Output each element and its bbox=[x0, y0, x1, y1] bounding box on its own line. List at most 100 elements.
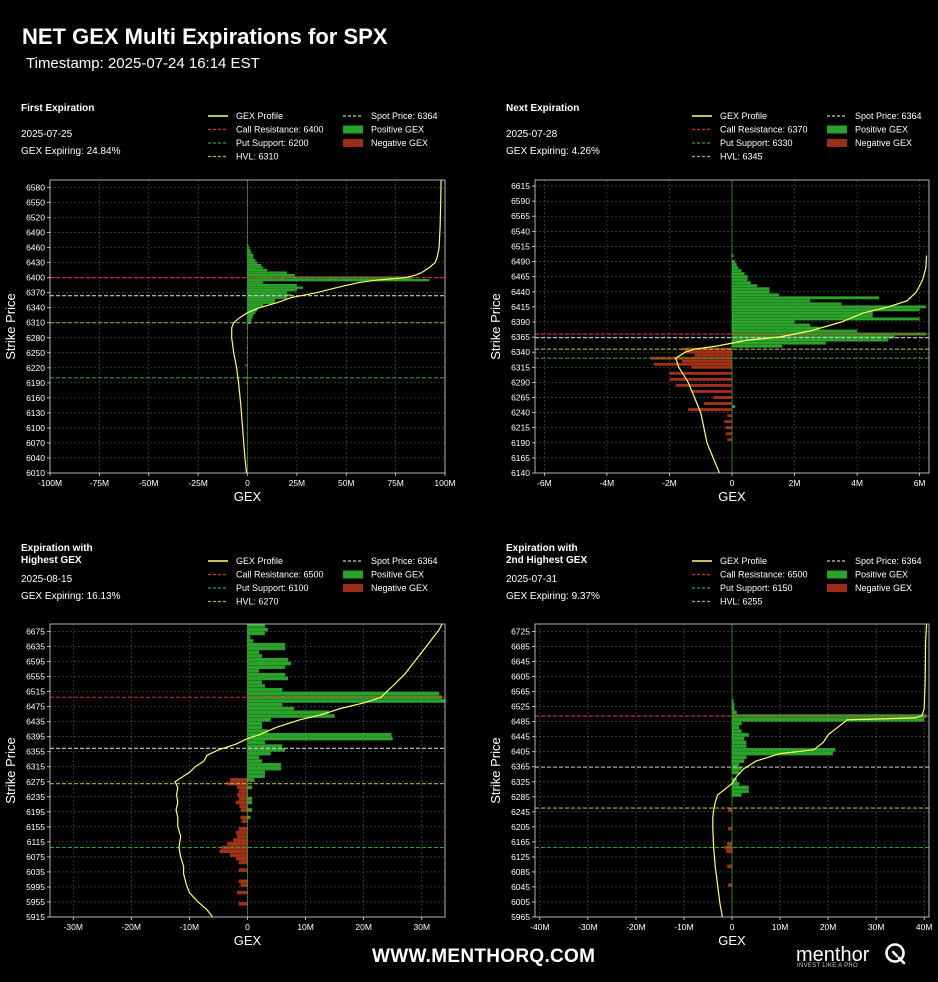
positive-gex-bar bbox=[732, 770, 740, 775]
legend-label: Put Support: 6330 bbox=[720, 138, 793, 148]
legend-call-resistance: Call Resistance: 6500 bbox=[208, 570, 324, 580]
negative-gex-bar bbox=[230, 778, 248, 782]
legend-positive-gex: Positive GEX bbox=[343, 570, 424, 580]
legend-swatch bbox=[827, 139, 847, 147]
positive-gex-bar bbox=[247, 774, 265, 778]
y-tick-label: 6355 bbox=[26, 747, 45, 757]
negative-gex-bar bbox=[669, 377, 732, 381]
positive-gex-bar bbox=[247, 785, 253, 790]
y-tick-label: 6550 bbox=[26, 198, 45, 208]
chart-panel-3: -40M -30M -20M -10M 0 10M 20M 30M 40M 5965 6005 604… bbox=[488, 556, 932, 948]
y-tick-label: 6415 bbox=[511, 302, 530, 312]
positive-gex-bar bbox=[247, 631, 265, 636]
legend-label: GEX Profile bbox=[720, 111, 767, 121]
legend-gex-profile: GEX Profile bbox=[208, 111, 283, 121]
x-tick-label: -25M bbox=[188, 478, 207, 488]
y-tick-label: 6275 bbox=[26, 777, 45, 787]
positive-gex-bar bbox=[732, 299, 811, 303]
legend-label: Put Support: 6200 bbox=[236, 138, 309, 148]
y-axis-label: Strike Price bbox=[488, 737, 503, 803]
positive-gex-bar bbox=[247, 256, 254, 259]
y-tick-label: 6475 bbox=[26, 702, 45, 712]
positive-gex-bar bbox=[732, 759, 745, 763]
positive-gex-bar bbox=[247, 627, 268, 632]
negative-gex-bar bbox=[728, 808, 732, 812]
y-tick-label: 6490 bbox=[511, 257, 530, 267]
negative-gex-bar bbox=[246, 351, 248, 354]
x-tick-label: 0 bbox=[730, 922, 735, 932]
legend-negative-gex: Negative GEX bbox=[343, 583, 428, 593]
negative-gex-bar bbox=[725, 432, 732, 436]
positive-gex-bar bbox=[732, 744, 747, 748]
panel-gex-expiring-highest: GEX Expiring: 16.13% bbox=[21, 591, 121, 602]
chart-panel-2: -30M -20M -10M 0 10M 20M 30M 5915 5955 5995 6035 60… bbox=[3, 556, 446, 948]
panel-title-next: Next Expiration bbox=[506, 103, 579, 115]
negative-gex-bar bbox=[237, 834, 248, 839]
panel-title-line: Next Expiration bbox=[506, 103, 580, 114]
q-logo-icon bbox=[885, 943, 906, 965]
legend-label: Positive GEX bbox=[371, 125, 424, 135]
panel-title-line: Expiration with bbox=[21, 543, 93, 554]
footer-url[interactable]: WWW.MENTHORQ.COM bbox=[372, 946, 596, 967]
y-tick-label: 6520 bbox=[26, 213, 45, 223]
negative-gex-bar bbox=[691, 365, 732, 369]
y-tick-label: 6340 bbox=[26, 303, 45, 313]
x-tick-label: -4M bbox=[600, 478, 615, 488]
y-tick-label: 6310 bbox=[26, 318, 45, 328]
negative-gex-bar bbox=[724, 420, 732, 424]
legend-call-resistance: Call Resistance: 6370 bbox=[692, 125, 808, 135]
negative-gex-bar bbox=[246, 336, 248, 339]
y-tick-label: 6190 bbox=[26, 378, 45, 388]
x-tick-label: -10M bbox=[674, 922, 693, 932]
y-tick-label: 6580 bbox=[26, 183, 45, 193]
x-tick-label: 40M bbox=[916, 922, 933, 932]
legend-label: Negative GEX bbox=[855, 138, 912, 148]
negative-gex-bar bbox=[694, 353, 732, 357]
negative-gex-bar bbox=[703, 402, 732, 405]
x-tick-label: -30M bbox=[578, 922, 597, 932]
positive-gex-bar bbox=[247, 635, 251, 639]
legend-label: HVL: 6270 bbox=[236, 597, 279, 607]
negative-gex-bar bbox=[728, 883, 732, 887]
negative-gex-bar bbox=[221, 845, 248, 850]
x-tick-label: 0 bbox=[245, 478, 250, 488]
positive-gex-bar bbox=[247, 815, 251, 820]
legend-put-support: Put Support: 6150 bbox=[692, 583, 793, 593]
positive-gex-bar bbox=[732, 706, 735, 711]
positive-gex-bar bbox=[732, 405, 736, 408]
positive-gex-bar bbox=[732, 302, 842, 306]
positive-gex-bar bbox=[247, 299, 276, 302]
y-tick-label: 6195 bbox=[26, 807, 45, 817]
positive-gex-bar bbox=[247, 718, 271, 722]
y-tick-label: 6605 bbox=[511, 672, 530, 682]
legend-put-support: Put Support: 6200 bbox=[208, 138, 309, 148]
negative-gex-bar bbox=[238, 826, 248, 831]
positive-gex-bar bbox=[732, 702, 735, 707]
negative-gex-bar bbox=[725, 426, 732, 430]
y-tick-label: 6035 bbox=[26, 867, 45, 877]
positive-gex-bar bbox=[247, 672, 286, 677]
y-tick-label: 6045 bbox=[511, 882, 530, 892]
positive-gex-bar bbox=[247, 271, 287, 274]
negative-gex-bar bbox=[727, 841, 732, 846]
negative-gex-bar bbox=[238, 868, 248, 872]
negative-gex-bar bbox=[239, 804, 248, 808]
y-tick-label: 6490 bbox=[26, 228, 45, 238]
legend-swatch bbox=[343, 584, 363, 592]
chart-panel-1: -6M -4M -2M 0 2M 4M 6M 6140 6165 6190 6215 6240 6265… bbox=[488, 111, 930, 504]
positive-gex-bar bbox=[732, 278, 748, 282]
y-tick-label: 6635 bbox=[26, 642, 45, 652]
legend-spot-price: Spot Price: 6364 bbox=[827, 111, 922, 121]
legend-gex-profile: GEX Profile bbox=[692, 556, 767, 566]
positive-gex-bar bbox=[247, 263, 262, 267]
x-tick-label: -20M bbox=[122, 922, 141, 932]
positive-gex-bar bbox=[732, 305, 926, 309]
panel-gex-expiring-next: GEX Expiring: 4.26% bbox=[506, 146, 600, 157]
x-tick-label: 0 bbox=[730, 478, 735, 488]
y-tick-label: 6485 bbox=[511, 717, 530, 727]
legend-put-support: Put Support: 6100 bbox=[208, 583, 309, 593]
y-tick-label: 6595 bbox=[26, 657, 45, 667]
positive-gex-bar bbox=[247, 684, 265, 688]
y-tick-label: 6155 bbox=[26, 822, 45, 832]
positive-gex-bar bbox=[732, 311, 873, 315]
